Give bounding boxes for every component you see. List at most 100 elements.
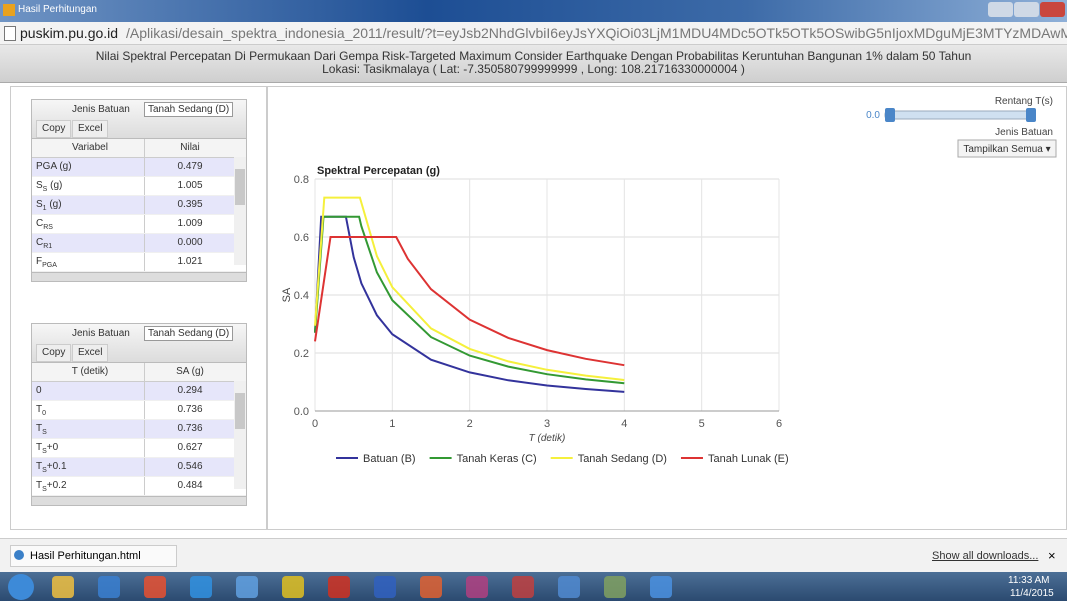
taskbar-app[interactable] — [512, 576, 534, 598]
column-header: SA (g) — [145, 363, 235, 381]
taskbar-app[interactable] — [420, 576, 442, 598]
cell-label: PGA (g) — [32, 158, 145, 176]
y-tick-label: 0.6 — [294, 232, 309, 244]
page: Hasil Perhitungan puskim.pu.go.id /Aplik… — [0, 0, 1067, 601]
x-tick-label: 1 — [389, 418, 395, 430]
y-tick-label: 0.4 — [294, 290, 309, 302]
cell-value: 0.000 — [145, 234, 235, 252]
jenis-select-text[interactable]: Tampilkan Semua ▾ — [963, 144, 1050, 155]
subscript: RS — [43, 224, 53, 231]
jenis-label: Jenis Batuan — [995, 127, 1053, 138]
close-button[interactable] — [1040, 2, 1065, 17]
window-title: Hasil Perhitungan — [18, 4, 97, 15]
table: Jenis BatuanTanah Sedang (D)CopyExcelT (… — [31, 323, 247, 506]
table-row: CRS1.009 — [32, 215, 246, 234]
column-header: Variabel — [32, 139, 145, 157]
cell-label: CRS — [32, 215, 145, 233]
clock-time: 11:33 AM — [1008, 575, 1050, 586]
taskbar-app[interactable] — [558, 576, 580, 598]
cell-label: CR1 — [32, 234, 145, 252]
close-download-bar[interactable]: × — [1048, 548, 1056, 563]
y-axis-label: SA — [281, 287, 293, 302]
cell-value: 0.479 — [145, 158, 235, 176]
table-body: PGA (g)0.479SS (g)1.005S1 (g)0.395CRS1.0… — [32, 158, 246, 272]
app-icon — [3, 4, 15, 16]
taskbar-app[interactable] — [236, 576, 258, 598]
legend-label: Batuan (B) — [363, 453, 416, 465]
show-all-downloads[interactable]: Show all downloads... — [932, 550, 1038, 562]
toolbar-button[interactable]: Copy — [36, 120, 71, 138]
range-min: 0.0 — [866, 110, 880, 121]
taskbar-app[interactable] — [282, 576, 304, 598]
toolbar-button[interactable]: Excel — [72, 344, 108, 362]
header-line: Lokasi: Tasikmalaya ( Lat: -7.3505807999… — [0, 63, 1067, 76]
jenis-select[interactable]: Tanah Sedang (D) — [144, 102, 233, 117]
taskbar-app[interactable] — [650, 576, 672, 598]
scrollbar[interactable] — [234, 381, 246, 489]
table-row: CR10.000 — [32, 234, 246, 253]
taskbar-app[interactable] — [52, 576, 74, 598]
range-handle[interactable] — [885, 108, 895, 122]
table: Jenis Batuan Tanah Sedang (D) CopyExcelVar… — [31, 99, 247, 282]
download-file[interactable]: Hasil Perhitungan.html — [30, 550, 141, 562]
x-tick-label: 2 — [467, 418, 473, 430]
suffix: (g) — [47, 199, 62, 210]
cell-value: 0.294 — [145, 382, 235, 400]
scroll-thumb[interactable] — [235, 169, 245, 205]
label: 0 — [36, 385, 42, 396]
taskbar-app[interactable] — [98, 576, 120, 598]
cell-label: SS (g) — [32, 177, 145, 195]
address-bar[interactable]: puskim.pu.go.id /Aplikasi/desain_spektra… — [0, 22, 1067, 45]
range-handle[interactable] — [1026, 108, 1036, 122]
range-track — [885, 111, 1029, 119]
taskbar-app[interactable] — [190, 576, 212, 598]
subscript: R1 — [43, 243, 52, 250]
cell-value: 1.005 — [145, 177, 235, 195]
cell-label: 0 — [32, 382, 145, 400]
label: S — [36, 199, 43, 210]
taskbar-app[interactable] — [604, 576, 626, 598]
taskbar-app[interactable] — [374, 576, 396, 598]
subscript: S — [42, 429, 47, 436]
x-tick-label: 5 — [699, 418, 705, 430]
maximize-button[interactable] — [1014, 2, 1039, 17]
taskbar: 11:33 AM 11/4/2015 — [0, 572, 1067, 601]
cell-value: 0.484 — [145, 477, 235, 495]
taskbar-app[interactable] — [466, 576, 488, 598]
jenis-label: Jenis Batuan — [72, 328, 130, 339]
cell-value: 1.009 — [145, 215, 235, 233]
suffix: +0.2 — [47, 480, 67, 491]
file-icon — [14, 550, 24, 560]
cell-label: TS — [32, 420, 145, 438]
taskbar-app[interactable] — [328, 576, 350, 598]
x-tick-label: 6 — [776, 418, 782, 430]
toolbar-button[interactable]: Excel — [72, 120, 108, 138]
title-bar: Hasil Perhitungan — [0, 0, 1067, 22]
cell-value: 0.395 — [145, 196, 235, 214]
url-host: puskim.pu.go.id — [20, 25, 118, 41]
toolbar-button[interactable]: Copy — [36, 344, 71, 362]
subscript: PGA — [42, 262, 57, 269]
column-header: Nilai — [145, 139, 235, 157]
scroll-thumb[interactable] — [235, 393, 245, 429]
x-tick-label: 3 — [544, 418, 550, 430]
clock-date: 11/4/2015 — [1010, 588, 1054, 599]
table-row: PGA (g)0.479 — [32, 158, 246, 177]
x-axis-label: T (detik) — [529, 433, 566, 444]
jenis-label: Jenis Batuan — [72, 104, 130, 115]
minimize-button[interactable] — [988, 2, 1013, 17]
result-header: Nilai Spektral Percepatan Di Permukaan D… — [0, 45, 1067, 83]
start-button[interactable] — [8, 574, 34, 600]
cell-label: FPGA — [32, 253, 145, 271]
cell-value: 0.736 — [145, 401, 235, 419]
suffix: (g) — [47, 180, 62, 191]
taskbar-app[interactable] — [144, 576, 166, 598]
scrollbar[interactable] — [234, 157, 246, 265]
table-row: 0 0.294 — [32, 382, 246, 401]
cell-label: S1 (g) — [32, 196, 145, 214]
jenis-select[interactable]: Tanah Sedang (D) — [144, 326, 233, 341]
